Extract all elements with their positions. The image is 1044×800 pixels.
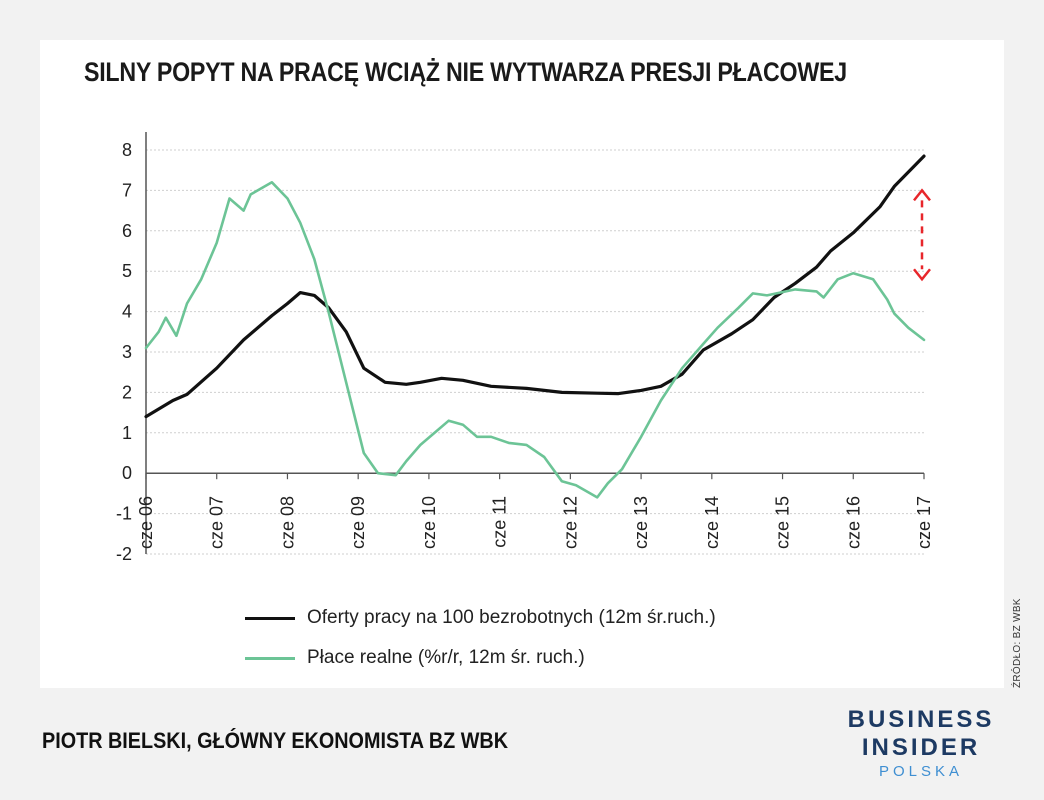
x-tick-label: cze 09 <box>348 496 368 549</box>
author-caption: PIOTR BIELSKI, GŁÓWNY EKONOMISTA BZ WBK <box>42 728 509 753</box>
x-tick-label: cze 08 <box>277 496 297 549</box>
legend: Oferty pracy na 100 bezrobotnych (12m śr… <box>245 598 716 678</box>
brand-line-3: POLSKA <box>878 763 964 780</box>
gridlines <box>146 149 924 555</box>
x-tick-label: cze 06 <box>136 496 156 549</box>
x-tick-label: cze 13 <box>631 496 651 549</box>
y-tick-label: 5 <box>122 261 132 281</box>
y-tick-label: -1 <box>116 504 132 524</box>
chart-title: SILNY POPYT NA PRACĘ WCIĄŻ NIE WYTWARZA … <box>84 57 847 87</box>
annotation-arrow <box>913 188 931 282</box>
x-tick-label: cze 12 <box>560 496 580 549</box>
brand-line-2: INSIDER <box>861 734 981 761</box>
source-note: ŹRÓDŁO: BZ WBK <box>1012 598 1023 688</box>
series-line-oferty <box>144 154 926 419</box>
y-tick-label: 1 <box>122 423 132 443</box>
series-lines <box>144 154 926 499</box>
x-tick-labels: cze 06 cze 07 cze 08 cze 09 cze 10 cze 11 cze … <box>136 496 934 549</box>
x-tick-label: cze 14 <box>702 496 722 549</box>
legend-swatch-black <box>245 616 295 620</box>
legend-item-place: Płace realne (%r/r, 12m śr. ruch.) <box>245 638 716 678</box>
y-tick-label: -2 <box>116 544 132 564</box>
legend-label-oferty: Oferty pracy na 100 bezrobotnych (12m śr… <box>307 607 716 628</box>
x-tick-label: cze 10 <box>419 496 439 549</box>
x-tick-label: cze 07 <box>207 496 227 549</box>
chart-panel <box>40 40 1004 688</box>
x-tick-label: cze 11 <box>490 496 510 548</box>
y-tick-label: 3 <box>122 342 132 362</box>
y-tick-label: 2 <box>122 382 132 402</box>
brand-line-1: BUSINESS <box>847 706 995 733</box>
y-tick-label: 6 <box>122 221 132 241</box>
x-tick-label: cze 17 <box>914 496 934 549</box>
y-tick-labels: -2 -1 0 1 2 3 4 5 6 7 8 <box>116 140 132 564</box>
arrow-head-up <box>913 188 931 202</box>
legend-swatch-green <box>245 656 295 660</box>
y-tick-label: 0 <box>122 463 132 483</box>
series-line-place <box>144 181 926 499</box>
legend-item-oferty: Oferty pracy na 100 bezrobotnych (12m śr… <box>245 598 716 638</box>
y-tick-label: 7 <box>122 180 132 200</box>
x-tick-label: cze 16 <box>843 496 863 549</box>
y-tick-label: 8 <box>122 140 132 160</box>
brand-logo: BUSINESS INSIDER POLSKA <box>838 706 1004 782</box>
axes <box>145 132 925 554</box>
y-tick-label: 4 <box>122 302 132 322</box>
arrow-head-down <box>913 268 931 282</box>
legend-label-place: Płace realne (%r/r, 12m śr. ruch.) <box>307 647 585 668</box>
x-tick-label: cze 15 <box>773 496 793 549</box>
